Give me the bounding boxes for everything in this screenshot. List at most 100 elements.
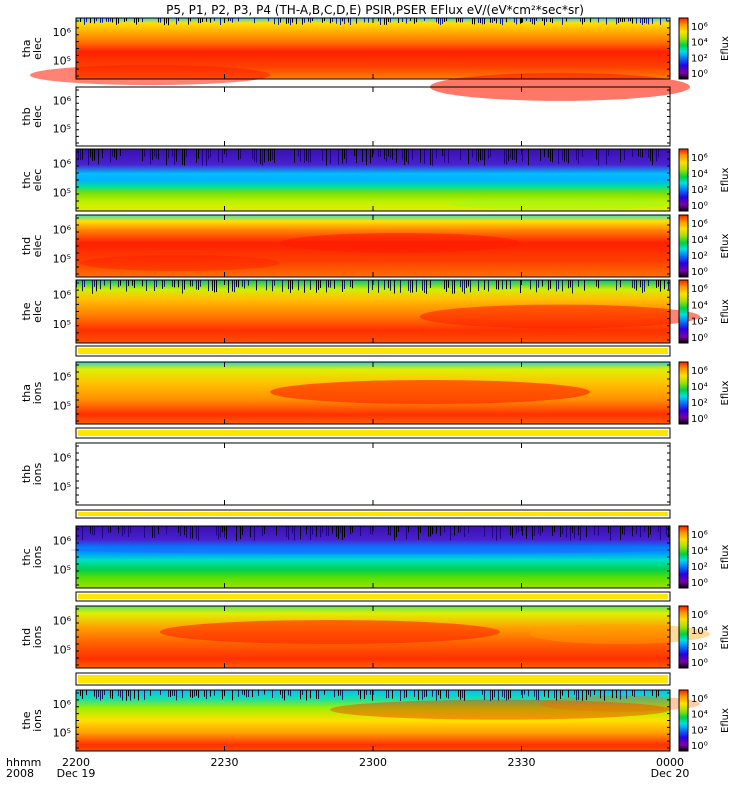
noise-stripe <box>494 18 495 22</box>
noise-stripe <box>158 18 159 23</box>
y-tick-label: 10⁶ <box>53 157 72 170</box>
noise-stripe <box>94 690 95 697</box>
noise-stripe <box>460 149 461 161</box>
noise-stripe <box>416 280 417 292</box>
noise-stripe <box>532 526 533 540</box>
noise-stripe <box>546 18 547 22</box>
noise-stripe <box>586 526 587 538</box>
noise-stripe <box>430 526 431 537</box>
noise-stripe <box>210 18 211 23</box>
noise-stripe <box>126 690 127 701</box>
flux-enhancement-0 <box>420 304 700 329</box>
panel-label: thbelec <box>20 105 44 128</box>
noise-stripe <box>612 690 613 698</box>
noise-stripe <box>238 149 239 160</box>
noise-stripe <box>472 18 473 25</box>
panel-label: thcions <box>20 545 44 568</box>
noise-stripe <box>144 690 145 700</box>
noise-stripe <box>430 149 431 165</box>
noise-stripe <box>632 280 633 288</box>
noise-stripe <box>446 18 447 22</box>
noise-stripe <box>384 18 385 25</box>
colorbar-tick-label: 10⁰ <box>691 658 708 669</box>
noise-stripe <box>368 280 369 294</box>
noise-stripe <box>206 149 207 166</box>
colorbar-tick-label: 10⁶ <box>691 694 708 705</box>
noise-stripe <box>338 526 339 540</box>
noise-stripe <box>344 149 345 159</box>
noise-stripe <box>196 526 197 539</box>
noise-stripe <box>596 280 597 287</box>
y-tick-label: 10⁵ <box>53 252 71 265</box>
noise-stripe <box>598 18 599 23</box>
noise-stripe <box>484 18 485 25</box>
noise-stripe <box>456 18 457 23</box>
noise-stripe <box>424 280 425 293</box>
noise-stripe <box>96 18 97 22</box>
noise-stripe <box>80 690 81 696</box>
noise-stripe <box>372 280 373 291</box>
noise-stripe <box>446 690 447 698</box>
y-tick-label: 10⁵ <box>53 186 71 199</box>
noise-stripe <box>142 18 143 23</box>
noise-stripe <box>300 690 301 700</box>
noise-stripe <box>134 280 135 288</box>
noise-stripe <box>554 690 555 699</box>
noise-stripe <box>650 526 651 535</box>
noise-stripe <box>394 280 395 294</box>
noise-stripe <box>282 690 283 699</box>
noise-stripe <box>470 280 471 293</box>
noise-stripe <box>506 690 507 701</box>
noise-stripe <box>422 280 423 291</box>
noise-stripe <box>200 18 201 24</box>
noise-stripe <box>214 690 215 696</box>
flux-enhancement-1 <box>530 624 710 644</box>
noise-stripe <box>640 18 641 24</box>
noise-stripe <box>492 690 493 700</box>
noise-stripe <box>164 280 165 287</box>
noise-stripe <box>432 526 433 535</box>
noise-stripe <box>176 149 177 162</box>
separator-band <box>75 345 671 357</box>
noise-stripe <box>182 690 183 698</box>
probe-label: thb <box>20 465 33 483</box>
noise-stripe <box>448 690 449 699</box>
noise-stripe <box>82 280 83 292</box>
noise-stripe <box>120 149 121 156</box>
noise-stripe <box>310 526 311 540</box>
noise-stripe <box>480 18 481 24</box>
noise-stripes <box>80 18 667 26</box>
noise-stripe <box>562 690 563 696</box>
noise-stripe <box>158 149 159 160</box>
noise-stripe <box>640 280 641 288</box>
noise-stripe <box>124 526 125 535</box>
noise-stripe <box>304 280 305 293</box>
noise-stripe <box>364 690 365 699</box>
noise-stripe <box>544 149 545 157</box>
noise-stripe <box>174 280 175 288</box>
noise-stripe <box>518 526 519 533</box>
noise-stripe <box>490 690 491 701</box>
noise-stripe <box>666 18 667 22</box>
noise-stripe <box>210 690 211 697</box>
noise-stripe <box>98 149 99 165</box>
noise-stripe <box>622 526 623 535</box>
noise-stripe <box>490 18 491 23</box>
noise-stripe <box>238 280 239 288</box>
separator-band <box>75 591 671 602</box>
noise-stripe <box>620 526 621 541</box>
panel-label: thaelec <box>20 37 44 60</box>
y-tick-label: 10⁵ <box>53 643 71 656</box>
noise-stripe <box>206 690 207 700</box>
noise-stripe <box>344 18 345 25</box>
noise-stripe <box>542 18 543 22</box>
noise-stripe <box>166 18 167 24</box>
noise-stripe <box>624 18 625 22</box>
noise-stripe <box>510 690 511 699</box>
noise-stripe <box>558 280 559 290</box>
noise-stripe <box>488 280 489 292</box>
separator-fill <box>78 430 668 436</box>
noise-stripe <box>398 18 399 23</box>
noise-stripe <box>342 149 343 164</box>
